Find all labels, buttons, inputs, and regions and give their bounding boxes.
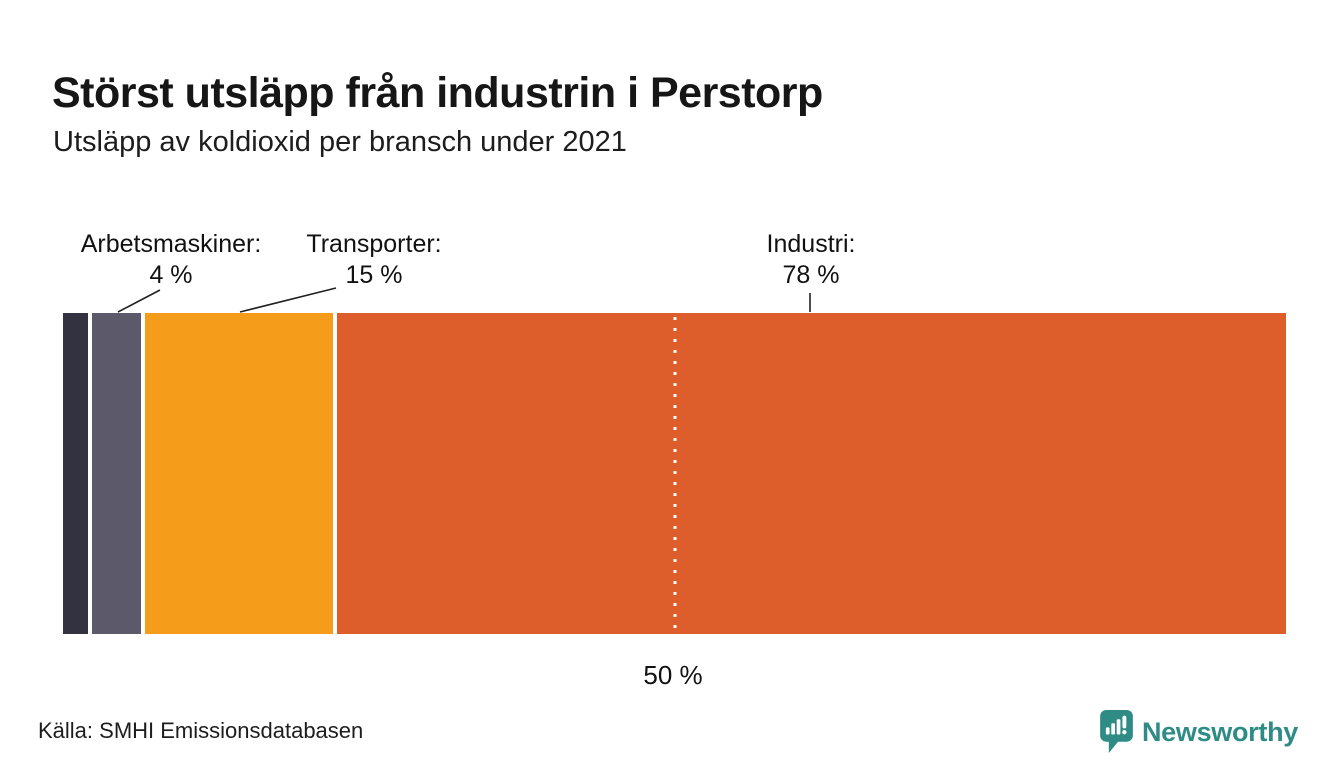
- bar-segment-industri: [337, 313, 1286, 634]
- segment-label-value: 15 %: [345, 261, 403, 289]
- segment-label-industri: Industri: 78 %: [767, 229, 856, 291]
- chart-subtitle: Utsläpp av koldioxid per bransch under 2…: [53, 126, 627, 158]
- bar-segment-arbetsmaskiner: [92, 313, 141, 634]
- source-note: Källa: SMHI Emissionsdatabasen: [38, 718, 364, 743]
- segment-label-arbetsmaskiner: Arbetsmaskiner: 4 %: [81, 229, 262, 291]
- chart-title: Störst utsläpp från industrin i Perstorp: [52, 68, 823, 117]
- newsworthy-bubble-chart-icon: [1100, 710, 1133, 753]
- segment-label-name: Transporter:: [306, 230, 442, 258]
- fifty-percent-label: 50 %: [643, 660, 703, 690]
- bar-segment-transporter: [145, 313, 333, 634]
- bar-segment-other: [63, 313, 88, 634]
- segment-label-value: 4 %: [149, 261, 193, 289]
- segment-label-name: Arbetsmaskiner:: [80, 230, 262, 258]
- stacked-bar: [63, 313, 1286, 634]
- segment-label-transporter: Transporter: 15 %: [306, 229, 441, 291]
- fifty-percent-marker: [673, 317, 676, 634]
- newsworthy-wordmark: Newsworthy: [1141, 717, 1298, 747]
- segment-label-value: 78 %: [782, 261, 840, 289]
- segment-label-name: Industri:: [766, 230, 856, 258]
- newsworthy-logo: Newsworthy: [1100, 710, 1298, 755]
